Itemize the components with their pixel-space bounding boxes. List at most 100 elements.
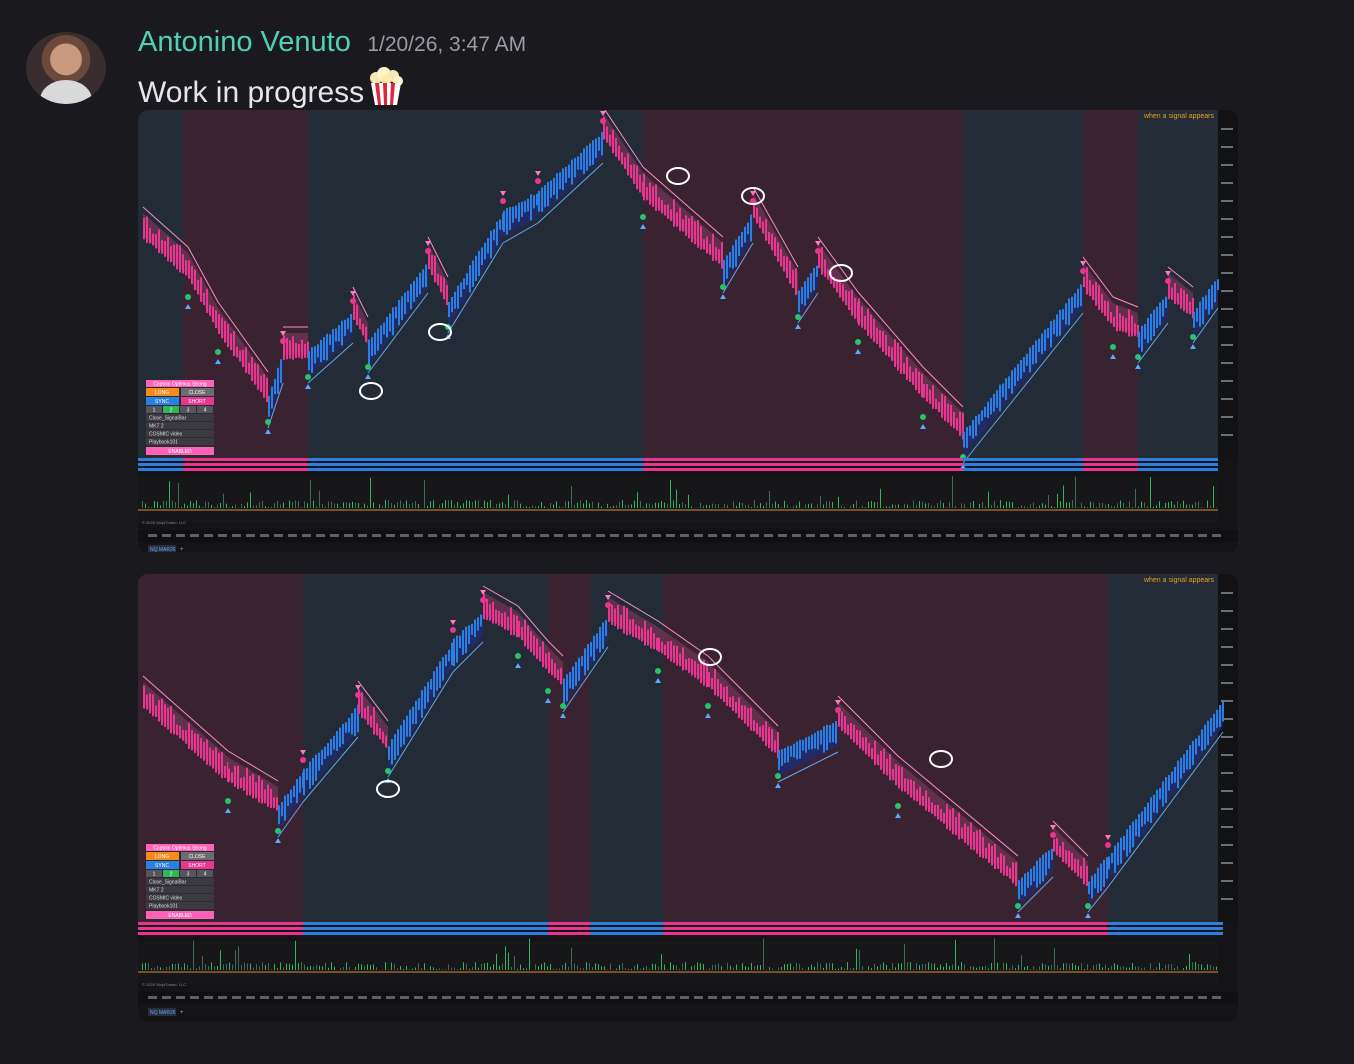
price-bar [246,767,248,796]
price-bar [862,737,864,751]
volume-bar [604,966,605,970]
volume-bar [1069,502,1070,508]
dropdown-close-signalbar-label: Close_SignalBar [149,416,187,422]
price-bar [203,292,205,305]
volume-bar [178,963,179,970]
volume-bar [751,507,752,508]
price-bar [833,277,835,288]
price-bar [1000,853,1002,873]
price-bar [768,231,770,245]
volume-bar [679,504,680,508]
signal-dot [545,688,551,694]
volume-bar [1144,967,1145,970]
short-button [181,861,214,869]
volume-bar [1099,963,1100,970]
volume-bar [904,943,905,970]
signal-dot [480,597,486,603]
price-bar [403,719,405,745]
price-bar [245,347,247,373]
time-tick [1198,996,1207,999]
volume-bar [742,503,743,508]
price-tick [1221,898,1233,900]
author-avatar[interactable] [26,32,106,104]
volume-bar [1123,502,1124,508]
price-bar [495,609,497,624]
volume-bar [187,964,188,970]
volume-bar [370,965,371,970]
signal-arrow [265,429,271,434]
volume-bar [502,963,503,970]
volume-bar [517,968,518,970]
signal-arrow [185,304,191,309]
signal-dot [750,198,756,204]
volume-bar [730,965,731,970]
time-tick [904,996,913,999]
trailing-line [707,655,779,727]
price-bar [185,730,187,744]
time-tick [540,534,549,537]
price-bar [708,671,710,688]
author-name[interactable]: Antonino Venuto [138,26,351,58]
trailing-line [427,236,449,278]
price-bar [978,414,980,425]
price-bar [152,233,154,246]
volume-bar [295,500,296,508]
price-bar [516,615,518,638]
volume-bar [382,505,383,508]
price-bar [480,614,482,627]
long-button-label: LONG [155,854,169,860]
price-bar [427,681,429,703]
volume-bar [319,490,320,508]
signal-dot [1080,268,1086,274]
price-bar [170,246,172,263]
volume-bar [868,501,869,508]
price-bar [632,619,634,637]
chart-screenshot-1[interactable]: when a signal appears Captain Optimus Str… [138,110,1238,552]
volume-bar [460,505,461,508]
time-tick [694,534,703,537]
signal-arrow [275,838,281,843]
price-bar [448,301,450,318]
volume-bar [1102,503,1103,508]
price-bar [1177,293,1179,305]
volume-bar [898,504,899,508]
volume-bar [946,507,947,508]
price-bar [838,712,840,727]
price-bar [620,614,622,630]
price-bar [440,275,442,293]
chart-screenshot-2[interactable]: when a signal appears Captain Optimus Str… [138,574,1238,1022]
price-bar [281,801,283,817]
volume-bar [691,966,692,970]
trailing-line [797,292,819,324]
signal-dot [795,314,801,320]
count-button-label: 1 [153,872,156,878]
volume-bar [796,962,797,970]
volume-bar [1066,502,1067,508]
volume-bar [451,967,452,970]
volume-bar [1045,964,1046,970]
price-bar [738,235,740,257]
price-bar [909,366,911,382]
price-bar [436,666,438,691]
short-button [181,397,214,405]
volume-bar [664,964,665,970]
volume-bar [565,501,566,508]
price-bar [308,351,310,371]
volume-bar [817,504,818,508]
volume-bar [766,502,767,508]
time-tick [974,996,983,999]
time-tick [1072,534,1081,537]
volume-bar [922,963,923,970]
price-bar [1119,313,1121,331]
price-bar [676,212,678,227]
price-bar [786,256,788,278]
volume-bar [613,505,614,508]
price-bar [729,251,731,268]
volume-bar [1009,968,1010,970]
signal-arrow [720,294,726,299]
time-tick [848,534,857,537]
trend-strip [548,932,590,935]
time-tick [1184,996,1193,999]
price-bar [1044,329,1046,351]
price-bar [747,222,749,235]
